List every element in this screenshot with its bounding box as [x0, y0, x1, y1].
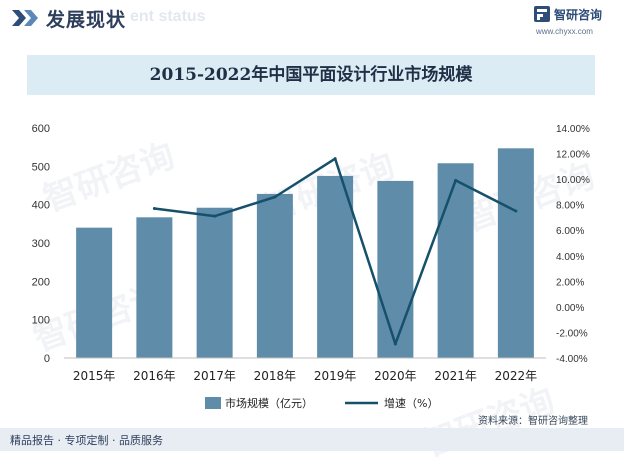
- legend-label-line: 增速（%）: [384, 396, 438, 410]
- logo-icon: [534, 6, 550, 22]
- bar: [497, 148, 534, 358]
- bar: [317, 175, 354, 358]
- x-tick-label: 2022年: [495, 369, 538, 383]
- line-point: [333, 157, 337, 161]
- legend-swatch-bar: [205, 397, 221, 409]
- bar: [377, 180, 414, 358]
- y-tick-label: 100: [32, 315, 50, 327]
- chevron-right-icon: [12, 10, 38, 26]
- x-tick-label: 2021年: [434, 369, 477, 383]
- line-point: [152, 207, 156, 210]
- y2-tick-label: 14.00%: [556, 124, 590, 135]
- header-ghost-text: ent status: [130, 8, 206, 25]
- chart-title: 2015-2022年中国平面设计行业市场规模: [149, 65, 473, 85]
- y-tick-label: 200: [32, 276, 50, 288]
- header: ent status 发展现状 智研咨询 www.chyxx.com: [0, 0, 624, 36]
- source-note: 资料来源：智研咨询整理: [478, 416, 588, 427]
- y-tick-label: 300: [32, 238, 50, 250]
- line-point: [514, 209, 518, 213]
- y2-tick-label: 6.00%: [556, 226, 584, 237]
- bar: [76, 227, 113, 358]
- line-point: [454, 178, 458, 182]
- y-tick-label: 400: [32, 200, 50, 212]
- y2-tick-label: 0.00%: [556, 303, 584, 314]
- brand-name: 智研咨询: [554, 8, 603, 22]
- x-tick-label: 2019年: [314, 369, 357, 383]
- y2-tick-label: 12.00%: [556, 150, 590, 161]
- chart-title-band: 2015-2022年中国平面设计行业市场规模: [27, 55, 595, 95]
- x-tick-label: 2016年: [133, 369, 176, 383]
- x-tick-label: 2018年: [254, 369, 297, 383]
- chart: 0 100 200 300 400 500 600 -4.00% -2.00% 0.00% 2.00…: [32, 123, 590, 410]
- bar: [196, 207, 233, 358]
- line-point: [213, 214, 217, 218]
- y-tick-label: 0: [44, 353, 50, 365]
- x-tick-label: 2017年: [193, 369, 236, 383]
- y2-tick-label: 10.00%: [556, 175, 590, 186]
- y-tick-label: 500: [32, 161, 50, 173]
- line-point: [273, 195, 277, 199]
- bar: [256, 193, 293, 358]
- footer-slogan: 精品报告 · 专项定制 · 品质服务: [10, 434, 163, 447]
- brand-url: www.chyxx.com: [536, 27, 593, 36]
- bar: [136, 217, 173, 358]
- footer-band: 精品报告 · 专项定制 · 品质服务: [0, 428, 624, 451]
- line-point: [393, 342, 397, 346]
- x-tick-label: 2020年: [374, 369, 417, 383]
- y-tick-label: 600: [32, 123, 50, 135]
- y2-tick-label: 8.00%: [556, 201, 584, 212]
- page-title: 发展现状: [46, 9, 127, 31]
- bar: [437, 163, 474, 358]
- y2-tick-label: -4.00%: [556, 354, 588, 365]
- y2-tick-label: 4.00%: [556, 252, 584, 263]
- legend-label-bar: 市场规模（亿元）: [225, 396, 313, 410]
- y2-tick-label: -2.00%: [556, 328, 588, 339]
- brand-logo: 智研咨询 www.chyxx.com: [534, 6, 616, 42]
- x-tick-label: 2015年: [73, 369, 116, 383]
- y2-tick-label: 2.00%: [556, 277, 584, 288]
